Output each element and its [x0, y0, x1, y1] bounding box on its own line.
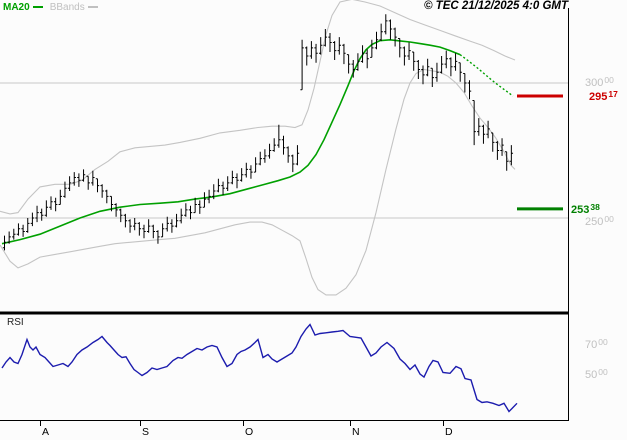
price-tick-300: 30000: [585, 75, 614, 89]
bb-upper-line: [0, 0, 516, 215]
month-label-D: D: [445, 426, 453, 438]
rsi-line: [1, 323, 518, 413]
price-tick-250: 25000: [585, 214, 614, 228]
rsi-panel-label: RSI: [7, 317, 24, 328]
bbands-legend-swatch-icon: [87, 6, 98, 8]
month-label-S: S: [142, 426, 149, 438]
chart-legend: MA20 BBands: [3, 1, 105, 13]
level-label-support: 25338: [571, 202, 600, 216]
ohlc-bars: [2, 14, 514, 251]
month-label-A: A: [42, 426, 49, 438]
panel-separator: [0, 311, 569, 315]
ma20-line: [1, 38, 461, 245]
rsi-tick-50: 5000: [585, 367, 608, 381]
month-label-O: O: [245, 426, 253, 438]
bbands-legend-label: BBands: [49, 1, 85, 13]
copyright-text: © TEC 21/12/2025 4:0 GMT: [424, 0, 568, 12]
rsi-tick-70: 7000: [585, 337, 608, 351]
level-label-resistance: 29517: [589, 89, 618, 103]
month-label-N: N: [352, 426, 360, 438]
ma20-projection-line: [459, 54, 514, 97]
ma20-legend-label: MA20: [3, 1, 30, 13]
ma20-legend-swatch-icon: [32, 6, 43, 8]
bb-lower-line: [0, 68, 516, 296]
